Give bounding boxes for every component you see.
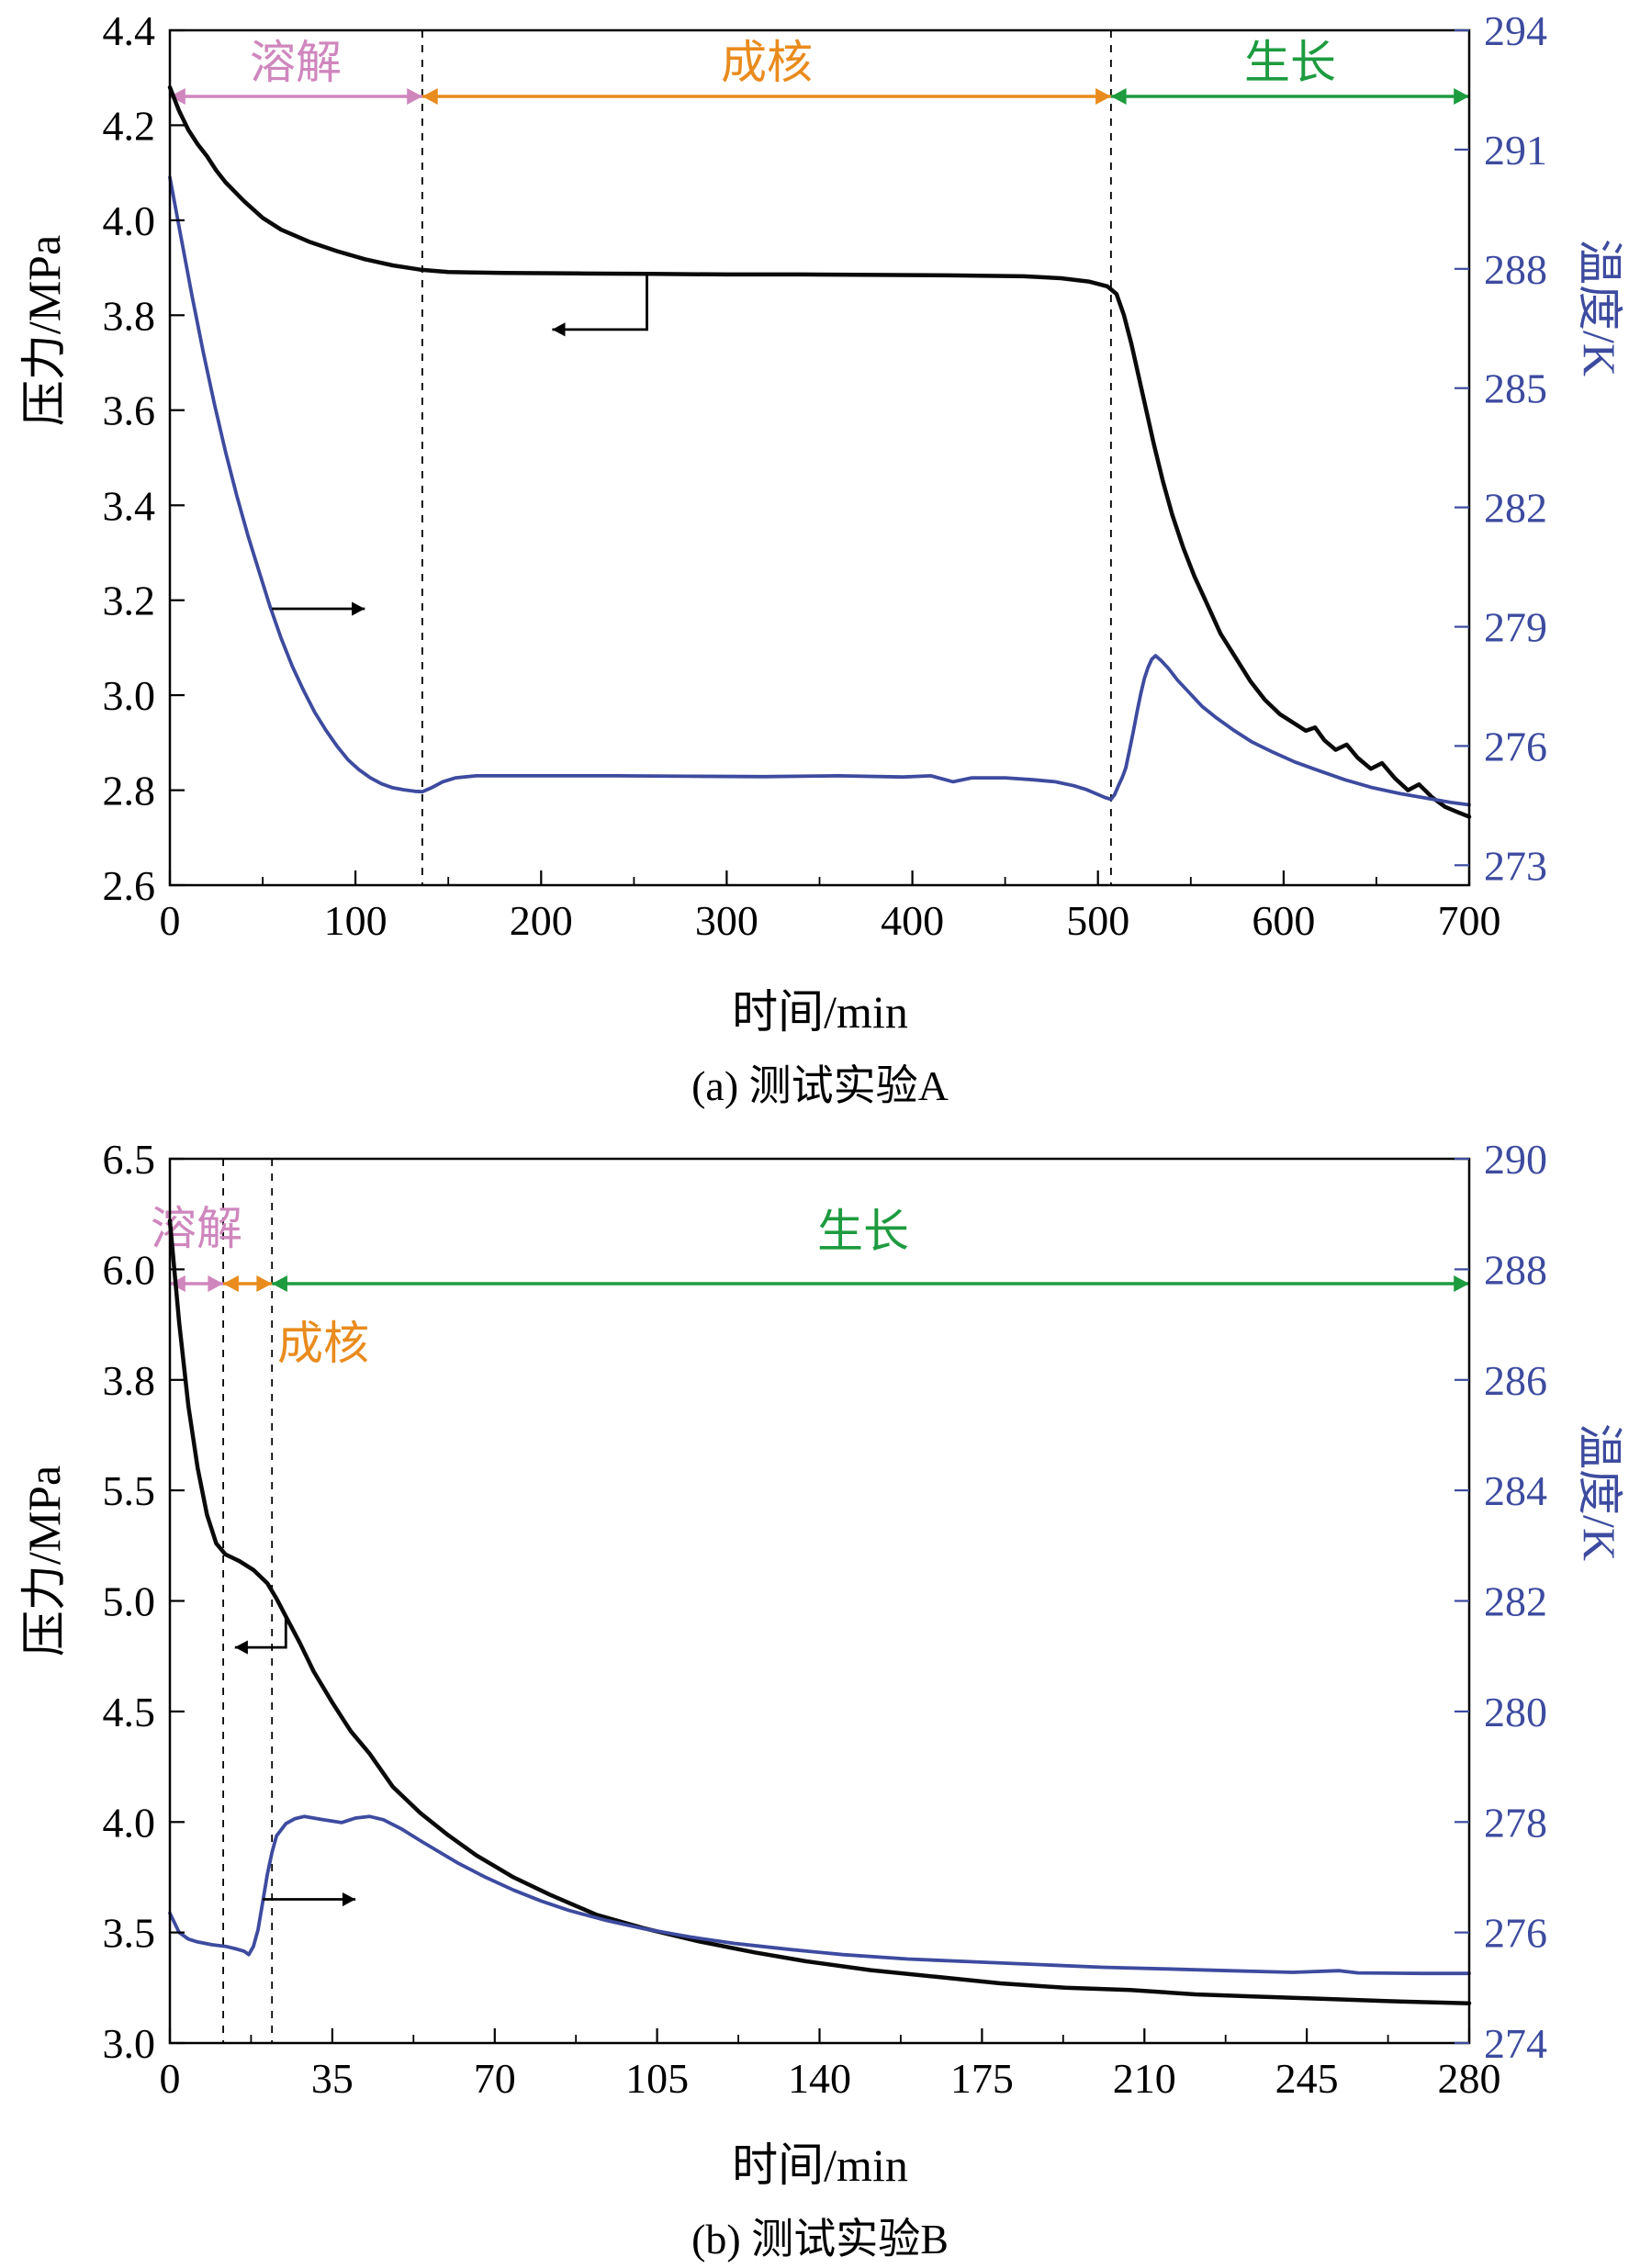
- x-tick-label: 600: [1252, 897, 1315, 944]
- x-tick-label: 200: [510, 897, 573, 944]
- phase-label: 成核: [721, 37, 813, 88]
- plot-frame: [168, 1157, 1471, 2045]
- x-tick-label: 500: [1066, 897, 1129, 944]
- x-tick-label: 140: [788, 2055, 851, 2102]
- phase-label: 生长: [817, 1206, 909, 1257]
- right-tick-label: 276: [1484, 1910, 1547, 1957]
- plot-frame: [168, 28, 1471, 887]
- left-tick-label: 3.4: [103, 482, 156, 529]
- axis-pointer-arrow: [552, 274, 648, 331]
- left-tick-label: 2.8: [103, 768, 156, 814]
- left-tick-label: 4.0: [103, 197, 156, 244]
- arrow-head: [421, 88, 438, 105]
- right-tick-label: 282: [1484, 485, 1547, 532]
- panel-b-left-axis-title: 压力/MPa: [18, 1465, 70, 1657]
- left-tick-label: 4.4: [103, 7, 156, 54]
- left-tick-label: 5.0: [103, 1578, 156, 1625]
- x-tick-label: 210: [1113, 2055, 1176, 2102]
- arrow-head: [208, 1275, 224, 1292]
- panel-a-x-axis-title: 时间/min: [732, 986, 908, 1038]
- phase-label: 溶解: [151, 1203, 242, 1254]
- left-tick-label: 2.6: [103, 862, 156, 909]
- x-tick-label: 0: [160, 2055, 181, 2102]
- arrow-head: [170, 88, 185, 105]
- left-tick-label: 3.5: [103, 1910, 156, 1957]
- right-tick-label: 286: [1484, 1357, 1547, 1404]
- right-tick-label: 276: [1484, 723, 1547, 769]
- arrow-head: [552, 322, 566, 337]
- left-tick-label: 4.2: [103, 102, 156, 149]
- right-tick-label: 290: [1484, 1136, 1547, 1183]
- panel-b-x-axis-title: 时间/min: [732, 2139, 908, 2191]
- arrow-head: [256, 1275, 273, 1292]
- left-tick-label: 3.0: [103, 2020, 156, 2067]
- right-tick-label: 285: [1484, 365, 1547, 412]
- left-tick-label: 4.5: [103, 1689, 156, 1735]
- phase-label: 成核: [277, 1318, 369, 1369]
- panel-b-right-axis-title: 温度/K: [1574, 1423, 1625, 1561]
- arrow-head: [234, 1640, 248, 1655]
- left-tick-label: 3.8: [103, 1357, 156, 1404]
- x-tick-label: 700: [1438, 897, 1501, 944]
- x-tick-label: 70: [474, 2055, 516, 2102]
- x-tick-label: 280: [1438, 2055, 1501, 2102]
- arrow-head: [1454, 1275, 1469, 1292]
- panel-b-caption: (b) 测试实验B: [691, 2216, 949, 2262]
- right-tick-label: 274: [1484, 2020, 1547, 2067]
- x-tick-label: 245: [1275, 2055, 1339, 2102]
- temperature-curve: [168, 1814, 1471, 1976]
- temperature-curve: [168, 175, 1471, 807]
- arrow-head: [272, 1275, 287, 1292]
- arrow-head: [223, 1275, 239, 1292]
- pressure-curve: [167, 84, 1472, 819]
- right-tick-label: 284: [1484, 1467, 1547, 1514]
- right-tick-label: 288: [1484, 1246, 1547, 1293]
- left-tick-label: 3.6: [103, 387, 156, 434]
- right-tick-label: 273: [1484, 842, 1547, 889]
- x-tick-label: 175: [950, 2055, 1014, 2102]
- x-tick-label: 400: [881, 897, 944, 944]
- right-tick-label: 294: [1484, 7, 1547, 54]
- x-tick-label: 105: [625, 2055, 689, 2102]
- arrow-head: [1454, 88, 1469, 105]
- arrow-head: [343, 1892, 356, 1907]
- right-tick-label: 282: [1484, 1578, 1547, 1625]
- panel-a: 溶解 成核 生长 0 100 200 300 400 500 600 700 4.4 4.2 4.0 3.8…: [103, 7, 1548, 944]
- axis-pointer-arrow: [234, 1616, 287, 1649]
- right-tick-label: 279: [1484, 604, 1547, 651]
- panel-a-caption: (a) 测试实验A: [691, 1062, 949, 1109]
- panel-a-right-axis-title: 温度/K: [1574, 239, 1625, 376]
- phase-label: 生长: [1244, 37, 1336, 88]
- left-tick-label: 6.5: [103, 1136, 156, 1183]
- arrow-head: [407, 88, 422, 105]
- left-tick-label: 3.0: [103, 672, 156, 719]
- arrow-head: [1095, 88, 1111, 105]
- right-tick-label: 278: [1484, 1799, 1547, 1846]
- left-tick-label: 4.0: [103, 1799, 156, 1846]
- pressure-curve: [167, 1218, 1472, 2005]
- left-tick-label: 3.8: [103, 292, 156, 339]
- right-tick-label: 280: [1484, 1689, 1547, 1735]
- left-tick-label: 6.0: [103, 1246, 156, 1293]
- x-tick-label: 300: [695, 897, 758, 944]
- x-tick-label: 0: [160, 897, 181, 944]
- x-tick-label: 35: [311, 2055, 354, 2102]
- left-tick-label: 3.2: [103, 578, 156, 624]
- arrow-head: [352, 601, 365, 616]
- x-tick-label: 100: [324, 897, 388, 944]
- arrow-head: [1110, 88, 1127, 105]
- right-tick-label: 291: [1484, 127, 1547, 174]
- panel-a-left-axis-title: 压力/MPa: [18, 234, 70, 427]
- left-tick-label: 5.5: [103, 1467, 156, 1514]
- right-tick-label: 288: [1484, 246, 1547, 293]
- phase-label: 溶解: [250, 37, 342, 88]
